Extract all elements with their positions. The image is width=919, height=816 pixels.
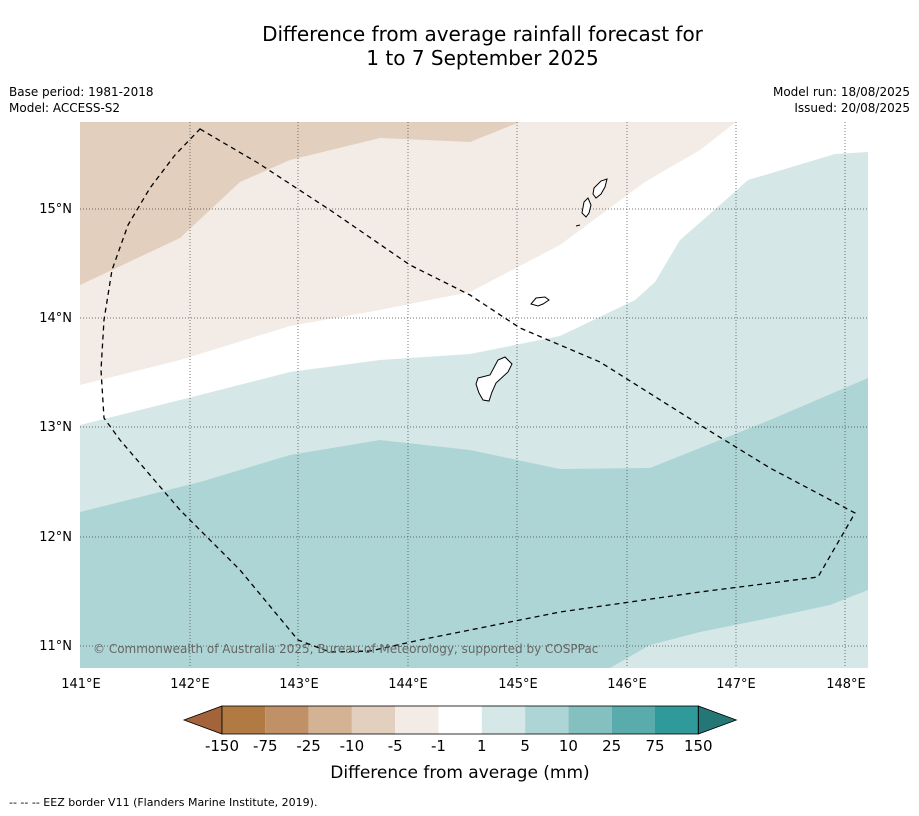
guam-island: [475, 356, 513, 402]
colorbar-tick-label: 5: [520, 737, 530, 755]
colorbar-bin: [308, 706, 352, 734]
colorbar-tick-label: -10: [340, 737, 365, 755]
colorbar-legend: [182, 705, 738, 735]
map-title: Difference from average rainfall forecas…: [0, 22, 919, 70]
lon-label: 146°E: [607, 677, 647, 692]
colorbar-tick-label: 1: [477, 737, 487, 755]
colorbar-extend-low: [182, 705, 223, 735]
lon-axis: 141°E 142°E 143°E 144°E 145°E 146°E 147°…: [61, 677, 866, 692]
tinian-island: [581, 197, 592, 218]
lat-label: 11°N: [39, 639, 72, 654]
colorbar-bin: [568, 706, 612, 734]
colorbar-extend-high: [697, 705, 738, 735]
colorbar-tick-label: 10: [559, 737, 578, 755]
model-text: Model: ACCESS-S2: [9, 101, 121, 115]
lat-label: 14°N: [39, 311, 72, 326]
colorbar-label: Difference from average (mm): [330, 763, 589, 783]
colorbar-bin: [525, 706, 569, 734]
title-line-2: 1 to 7 September 2025: [366, 46, 599, 70]
lon-label: 141°E: [61, 677, 101, 692]
base-period-text: Base period: 1981-2018: [9, 85, 154, 99]
saipan-island: [592, 178, 608, 199]
aguijan-island: [575, 224, 581, 227]
band-dry-25-10: [80, 122, 520, 285]
lon-label: 143°E: [279, 677, 319, 692]
colorbar-tick-label: 75: [645, 737, 664, 755]
band-wet-south-1-5: [610, 590, 868, 668]
colorbar-bin: [351, 706, 396, 734]
colorbar-frame: [221, 705, 699, 735]
lon-label: 145°E: [498, 677, 538, 692]
model-run-text: Model run: 18/08/2025: [772, 85, 910, 99]
lat-label: 13°N: [39, 420, 72, 435]
colorbar-bin: [438, 706, 482, 734]
colorbar-bin: [655, 706, 699, 734]
colorbar-tick-label: 25: [602, 737, 621, 755]
colorbar-bin: [481, 706, 526, 734]
lat-axis: 15°N 14°N 13°N 12°N 11°N: [39, 202, 72, 654]
copyright-notice: © Commonwealth of Australia 2025, Bureau…: [93, 642, 598, 656]
colorbar-tick-label: -1: [431, 737, 446, 755]
colorbar-tick-label: -75: [253, 737, 278, 755]
lon-label: 144°E: [388, 677, 428, 692]
eez-footnote: -- -- -- EEZ border V11 (Flanders Marine…: [9, 796, 318, 809]
colorbar-tick-label: -5: [388, 737, 403, 755]
lon-label: 148°E: [826, 677, 866, 692]
rota-island: [530, 296, 550, 307]
lon-label: 147°E: [716, 677, 756, 692]
title-line-1: Difference from average rainfall forecas…: [262, 22, 703, 46]
colorbar-bin: [611, 706, 655, 734]
colorbar-bin: [265, 706, 309, 734]
meta-left: Base period: 1981-2018 Model: ACCESS-S2: [9, 84, 154, 116]
band-dry-5-1: [80, 122, 736, 385]
islands: [475, 178, 608, 402]
meta-right: Model run: 18/08/2025 Issued: 20/08/2025: [773, 84, 910, 116]
colorbar-tick-label: -150: [205, 737, 239, 755]
rainfall-anomaly-field: [80, 122, 868, 668]
lat-label: 15°N: [39, 202, 72, 217]
colorbar-bin: [395, 706, 439, 734]
colorbar-ticks: -150 -75 -25 -10 -5 -1 1 5 10 25 75 150: [205, 737, 713, 755]
eez-border: [100, 128, 856, 653]
colorbar-tick-label: -25: [296, 737, 321, 755]
colorbar-bin: [222, 706, 266, 734]
colorbar-tick-label: 150: [684, 737, 713, 755]
lat-label: 12°N: [39, 530, 72, 545]
lon-label: 142°E: [170, 677, 210, 692]
issued-text: Issued: 20/08/2025: [794, 101, 910, 115]
graticule: [80, 122, 868, 668]
